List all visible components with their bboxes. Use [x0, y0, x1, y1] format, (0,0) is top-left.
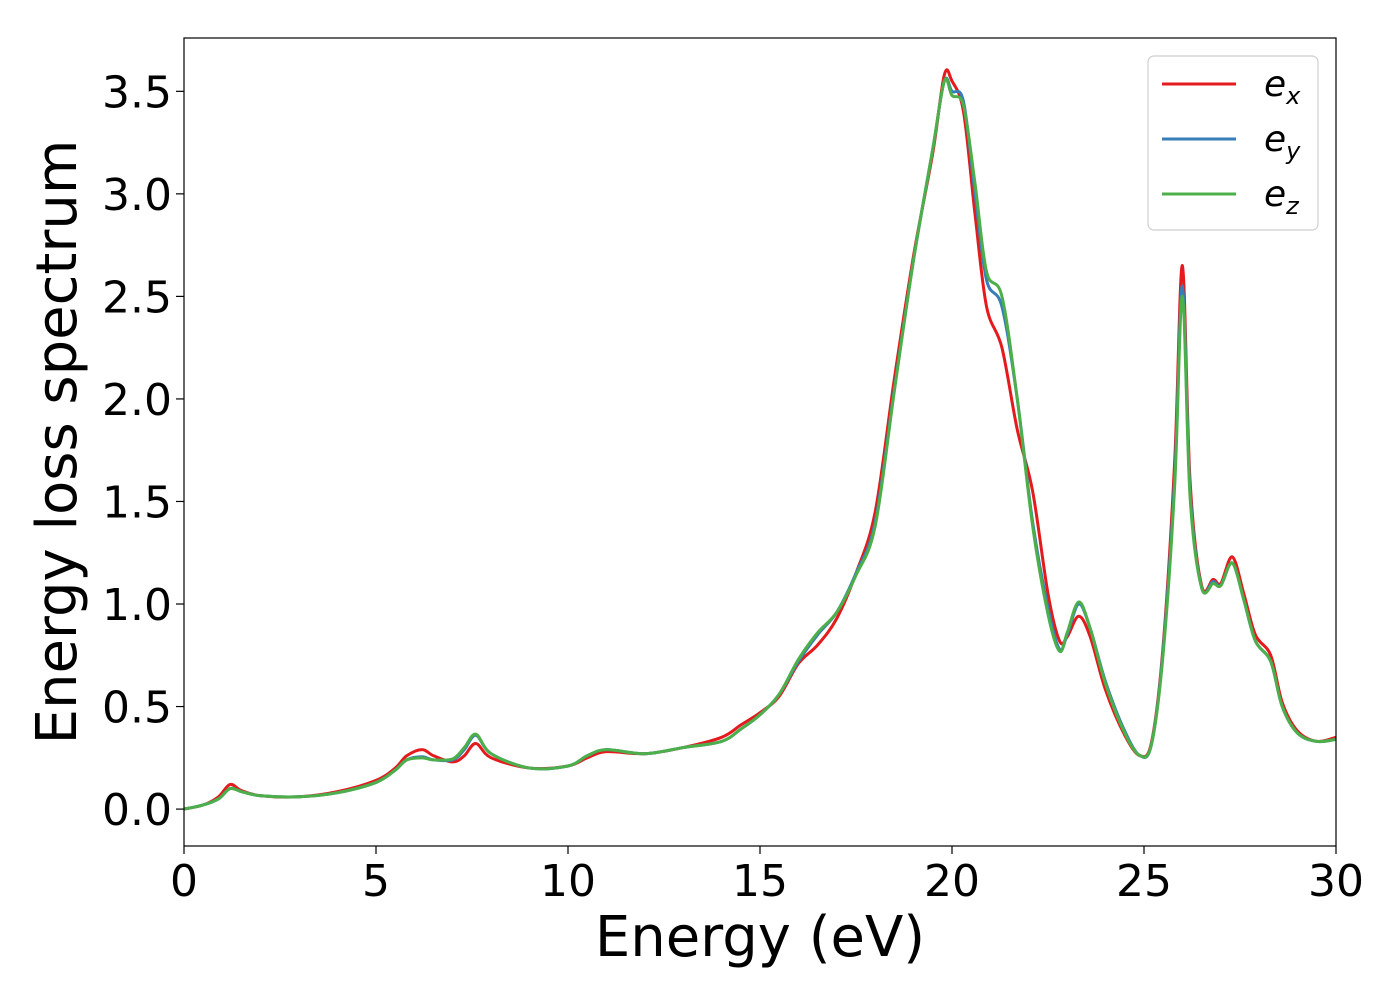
x-tick-label: 30: [1308, 856, 1364, 907]
x-tick-label: 5: [362, 856, 390, 907]
y-tick-label: 2.5: [102, 272, 172, 323]
legend-label-base: e: [1264, 174, 1286, 215]
x-axis-title: Energy (eV): [595, 905, 925, 970]
y-axis: 0.0 0.5 1.0 1.5 2.0 2.5 3.0 3.5: [102, 67, 184, 836]
y-tick-label: 2.0: [102, 375, 172, 426]
y-axis-title: Energy loss spectrum: [25, 140, 90, 745]
legend-label-y: ey: [1264, 119, 1301, 165]
y-tick-label: 0.5: [102, 683, 172, 734]
x-tick-label: 15: [732, 856, 788, 907]
legend-label-base: e: [1264, 64, 1286, 105]
x-tick-label: 25: [1116, 856, 1172, 907]
x-tick-label: 0: [170, 856, 198, 907]
x-tick-label: 10: [540, 856, 596, 907]
legend-label-subscript: z: [1285, 192, 1300, 220]
legend-label-z: ez: [1264, 174, 1300, 220]
y-tick-label: 3.0: [102, 170, 172, 221]
y-tick-label: 1.5: [102, 477, 172, 528]
legend-label-subscript: x: [1285, 82, 1301, 110]
y-tick-label: 1.0: [102, 580, 172, 631]
y-tick-label: 3.5: [102, 67, 172, 118]
series-layer: [184, 68, 1336, 811]
legend-label-x: ex: [1264, 64, 1301, 110]
legend-label-subscript: y: [1285, 137, 1301, 165]
x-axis: 0 5 10 15 20 25 30: [170, 846, 1364, 907]
legend-label-base: e: [1264, 119, 1286, 160]
x-tick-label: 20: [924, 856, 980, 907]
y-tick-label: 0.0: [102, 785, 172, 836]
series-line-z: [184, 77, 1336, 811]
legend-box: [1147, 55, 1319, 231]
